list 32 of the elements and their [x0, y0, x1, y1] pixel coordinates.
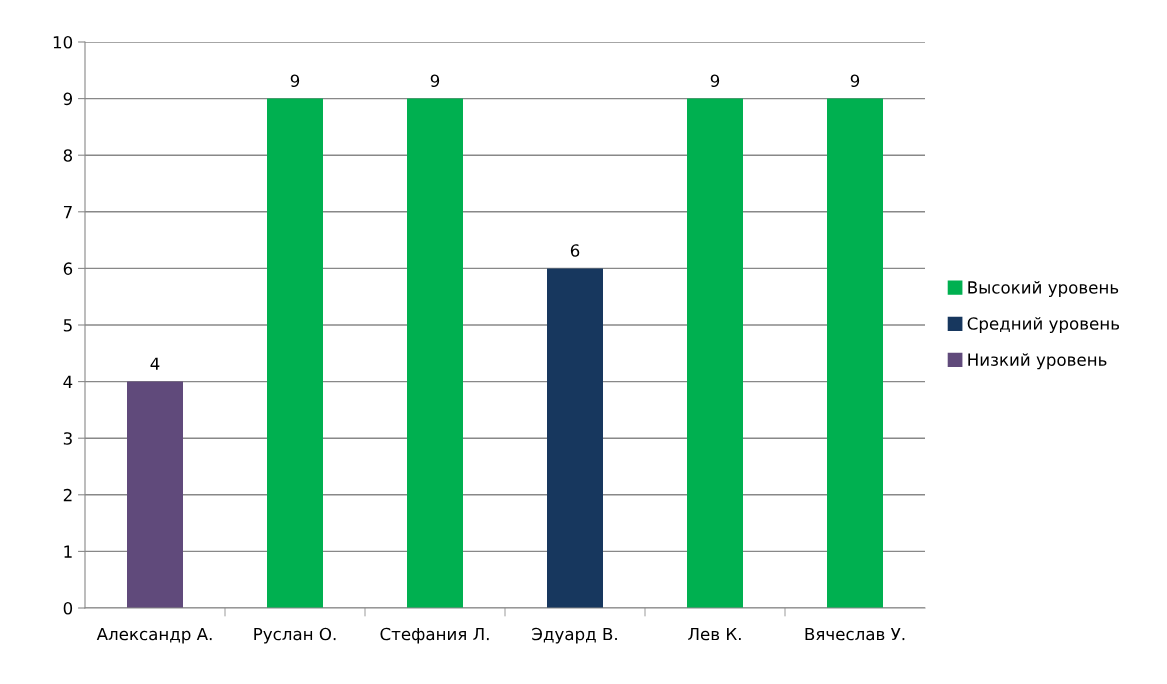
y-tick-label: 6 [63, 262, 73, 275]
bar [827, 98, 883, 608]
x-tick-label: Руслан О. [254, 627, 336, 644]
data-label: 9 [290, 74, 300, 88]
legend-label: Высокий уровень [968, 280, 1119, 297]
data-label: 9 [710, 74, 720, 88]
y-tick-label: 1 [64, 545, 72, 558]
bar [687, 98, 743, 608]
y-tick-label: 5 [63, 319, 72, 332]
x-tick-label: Стефания Л. [380, 627, 489, 644]
bar [127, 381, 183, 608]
x-tick-label: Александр А. [96, 627, 212, 644]
y-tick-label: 2 [63, 488, 72, 502]
data-label: 4 [150, 357, 160, 370]
data-label: 9 [430, 74, 440, 88]
legend-label: Средний уровень [967, 317, 1120, 334]
y-tick-label: 9 [63, 92, 73, 106]
y-tick-label: 10 [53, 35, 73, 49]
x-tick-label: Вячеслав У. [805, 627, 905, 641]
legend-label: Низкий уровень [968, 353, 1107, 370]
bar [407, 98, 463, 608]
y-tick-label: 0 [63, 601, 73, 615]
data-label: 9 [850, 74, 860, 88]
x-tick-label: Лев К. [688, 627, 741, 641]
bar [267, 98, 323, 608]
y-tick-label: 4 [63, 375, 73, 388]
data-label: 6 [570, 244, 580, 257]
y-tick-label: 8 [63, 149, 73, 162]
y-tick-label: 3 [63, 432, 72, 445]
bar [547, 268, 603, 608]
x-tick-label: Эдуард В. [532, 627, 617, 644]
y-tick-label: 7 [63, 205, 72, 219]
